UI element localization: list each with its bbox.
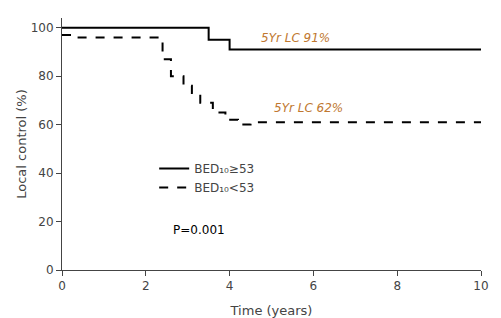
svg-text:100: 100 <box>31 21 54 35</box>
svg-text:0: 0 <box>46 263 54 277</box>
svg-text:P=0.001: P=0.001 <box>173 223 225 237</box>
svg-text:20: 20 <box>38 215 53 229</box>
svg-text:4: 4 <box>226 279 234 293</box>
svg-text:Time (years): Time (years) <box>230 303 313 318</box>
svg-text:5Yr LC 91%: 5Yr LC 91% <box>261 31 330 45</box>
svg-text:8: 8 <box>393 279 401 293</box>
svg-text:0: 0 <box>58 279 66 293</box>
svg-text:60: 60 <box>38 118 53 132</box>
svg-text:80: 80 <box>38 69 53 83</box>
svg-text:10: 10 <box>473 279 488 293</box>
svg-text:6: 6 <box>310 279 318 293</box>
svg-text:BED₁₀<53: BED₁₀<53 <box>194 181 254 195</box>
svg-text:40: 40 <box>38 166 53 180</box>
svg-text:BED₁₀≥53: BED₁₀≥53 <box>194 162 254 176</box>
svg-text:Local control (%): Local control (%) <box>14 89 29 199</box>
svg-text:5Yr LC 62%: 5Yr LC 62% <box>274 101 343 115</box>
svg-text:2: 2 <box>142 279 150 293</box>
